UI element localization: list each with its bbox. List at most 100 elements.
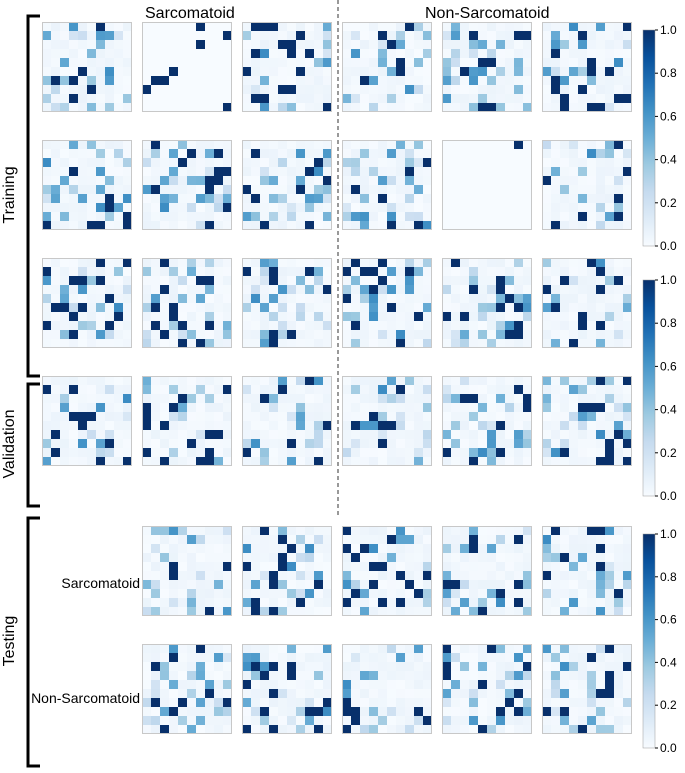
heatmap-cell — [414, 40, 423, 49]
panel-border — [542, 258, 632, 348]
heatmap-cell — [387, 85, 396, 94]
heatmap-cell — [351, 421, 360, 430]
heatmap-cell — [351, 212, 360, 221]
heatmap-cell — [42, 31, 51, 40]
heatmap-cell — [396, 103, 405, 112]
heatmap-cell — [323, 653, 332, 662]
heatmap-cell — [487, 589, 496, 598]
heatmap-cell — [551, 276, 560, 285]
heatmap-cell — [360, 294, 369, 303]
heatmap-cell — [423, 653, 432, 662]
heatmap-cell — [396, 394, 405, 403]
heatmap-cell — [160, 553, 169, 562]
heatmap-cell — [478, 40, 487, 49]
heatmap-cell — [478, 457, 487, 466]
heatmap-cell — [542, 176, 551, 185]
heatmap-cell — [523, 294, 532, 303]
heatmap-cell — [587, 158, 596, 167]
panel-border — [542, 140, 632, 230]
heatmap-cell — [205, 544, 214, 553]
heatmap-panel-training-sarcomatoid — [242, 258, 332, 348]
heatmap-cell — [587, 707, 596, 716]
heatmap-cell — [296, 49, 305, 58]
heatmap-cell — [414, 544, 423, 553]
heatmap-cell — [442, 689, 451, 698]
panel-border — [142, 258, 232, 348]
heatmap-cell — [560, 394, 569, 403]
heatmap-cell — [596, 457, 605, 466]
heatmap-cell — [187, 571, 196, 580]
heatmap-cell — [623, 607, 632, 616]
heatmap-cell — [396, 562, 405, 571]
heatmap-cell — [451, 653, 460, 662]
heatmap-cell — [151, 140, 160, 149]
heatmap-cell — [496, 303, 505, 312]
heatmap-cell — [78, 40, 87, 49]
heatmap-cell — [587, 544, 596, 553]
heatmap-cell — [551, 526, 560, 535]
heatmap-cell — [369, 76, 378, 85]
heatmap-cell — [587, 85, 596, 94]
heatmap-cell — [614, 598, 623, 607]
heatmap-cell — [51, 158, 60, 167]
heatmap-cell — [105, 58, 114, 67]
heatmap-cell — [460, 680, 469, 689]
heatmap-cell — [496, 330, 505, 339]
heatmap-cell — [560, 58, 569, 67]
heatmap-cell — [278, 312, 287, 321]
heatmap-cell — [478, 339, 487, 348]
heatmap-cell — [605, 644, 614, 653]
heatmap-cell — [87, 430, 96, 439]
heatmap-cell — [314, 562, 323, 571]
heatmap-cell — [478, 140, 487, 149]
heatmap-cell — [223, 412, 232, 421]
heatmap-cell — [160, 412, 169, 421]
heatmap-cell — [114, 448, 123, 457]
heatmap-cell — [378, 653, 387, 662]
heatmap-cell — [151, 312, 160, 321]
heatmap-cell — [605, 607, 614, 616]
heatmap-cell — [487, 671, 496, 680]
heatmap-cell — [514, 276, 523, 285]
heatmap-cell — [214, 58, 223, 67]
heatmap-cell — [623, 176, 632, 185]
heatmap-cell — [396, 589, 405, 598]
heatmap-cell — [278, 535, 287, 544]
heatmap-cell — [542, 303, 551, 312]
heatmap-cell — [442, 403, 451, 412]
heatmap-cell — [305, 221, 314, 230]
heatmap-cell — [505, 644, 514, 653]
heatmap-cell — [160, 140, 169, 149]
heatmap-cell — [160, 544, 169, 553]
panel-border — [342, 644, 432, 734]
heatmap-cell — [342, 448, 351, 457]
heatmap-cell — [569, 553, 578, 562]
heatmap-cell — [123, 103, 132, 112]
heatmap-cell — [223, 680, 232, 689]
heatmap-cell — [42, 376, 51, 385]
heatmap-cell — [360, 212, 369, 221]
heatmap-cell — [196, 185, 205, 194]
heatmap-cell — [169, 221, 178, 230]
heatmap-cell — [160, 385, 169, 394]
heatmap-cell — [560, 571, 569, 580]
heatmap-cell — [242, 421, 251, 430]
heatmap-cell — [551, 22, 560, 31]
heatmap-cell — [469, 212, 478, 221]
heatmap-cell — [342, 457, 351, 466]
heatmap-cell — [51, 103, 60, 112]
heatmap-cell — [387, 457, 396, 466]
panel-border — [142, 644, 232, 734]
heatmap-cell — [523, 149, 532, 158]
heatmap-cell — [414, 203, 423, 212]
heatmap-cell — [323, 176, 332, 185]
heatmap-cell — [542, 526, 551, 535]
heatmap-cell — [369, 707, 378, 716]
heatmap-cell — [223, 716, 232, 725]
heatmap-panel-training-sarcomatoid — [242, 140, 332, 230]
heatmap-cell — [396, 607, 405, 616]
heatmap-cell — [214, 176, 223, 185]
heatmap-cell — [614, 212, 623, 221]
heatmap-cell — [342, 185, 351, 194]
heatmap-cell — [451, 571, 460, 580]
